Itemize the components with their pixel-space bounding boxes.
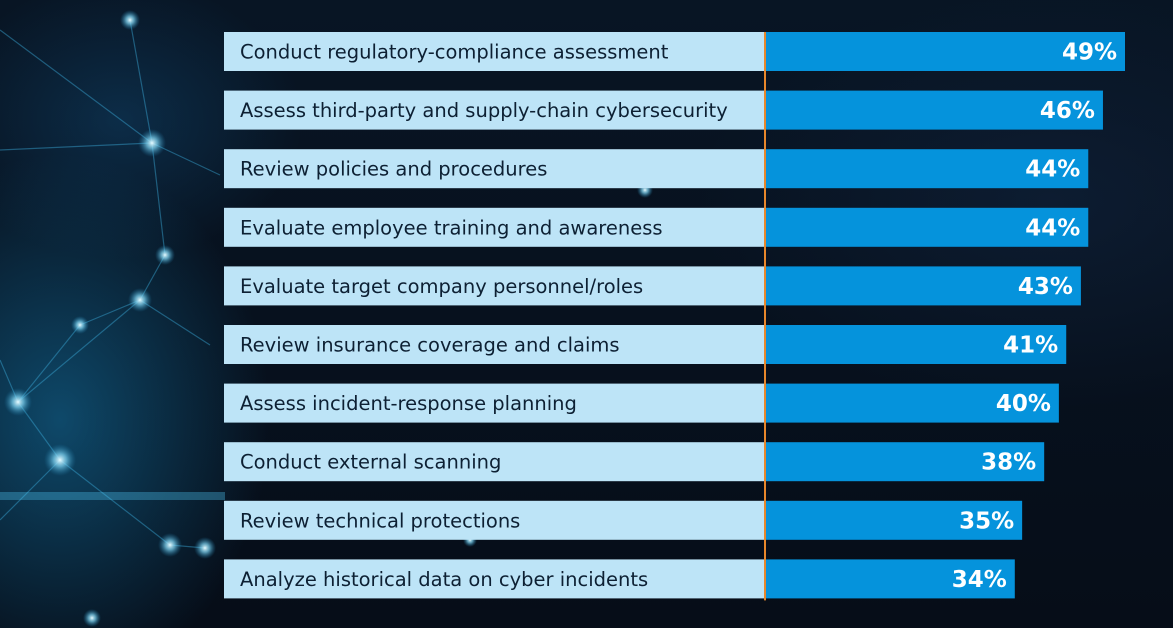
category-label: Conduct regulatory-compliance assessment (240, 41, 669, 64)
category-label-box (224, 383, 765, 423)
category-label-box (224, 559, 765, 599)
bar (765, 500, 1023, 540)
category-label: Review insurance coverage and claims (240, 334, 620, 357)
bar (765, 149, 1089, 189)
category-label-box (224, 149, 765, 189)
bar-value-label: 43% (1018, 274, 1073, 300)
bar-value-label: 35% (959, 508, 1014, 534)
category-label: Review technical protections (240, 509, 520, 532)
category-label-box (224, 32, 765, 71)
bar-value-label: 41% (1003, 333, 1058, 359)
bar-value-label: 38% (981, 450, 1036, 476)
category-label: Assess incident-response planning (240, 392, 577, 415)
category-label: Evaluate target company personnel/roles (240, 275, 643, 298)
bar-value-label: 46% (1040, 98, 1095, 124)
bar (765, 207, 1089, 247)
category-label: Analyze historical data on cyber inciden… (240, 568, 648, 591)
category-label: Conduct external scanning (240, 451, 501, 474)
bar (765, 90, 1103, 130)
category-label-box (224, 207, 765, 247)
category-label: Review policies and procedures (240, 158, 547, 181)
bar-value-label: 44% (1025, 215, 1080, 241)
category-label-box (224, 442, 765, 482)
category-label-box (224, 500, 765, 540)
bar-value-label: 49% (1062, 40, 1117, 66)
bar (765, 32, 1125, 71)
category-label: Assess third-party and supply-chain cybe… (240, 99, 728, 122)
bar (765, 442, 1045, 482)
bar-value-label: 40% (996, 391, 1051, 417)
category-label: Evaluate employee training and awareness (240, 216, 663, 239)
bar-value-label: 44% (1025, 157, 1080, 183)
bar (765, 325, 1067, 364)
category-label-box (224, 325, 765, 364)
category-label-box (224, 266, 765, 306)
bar (765, 266, 1081, 306)
bar (765, 383, 1059, 423)
bar-value-label: 34% (952, 567, 1007, 593)
bar (765, 559, 1015, 599)
category-label-box (224, 90, 765, 130)
